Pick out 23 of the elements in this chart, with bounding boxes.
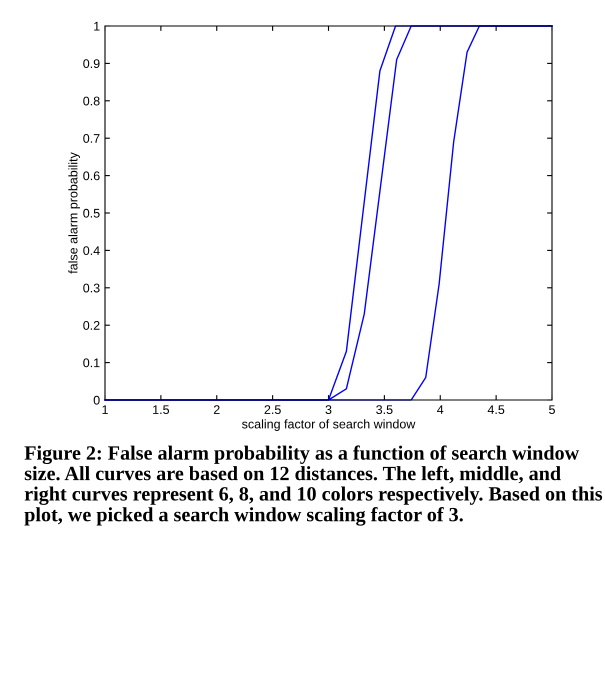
- x-tick-label: 1.5: [153, 405, 170, 414]
- y-tick-label: 0.7: [83, 134, 100, 143]
- y-tick-label: 0.5: [83, 208, 100, 218]
- y-tick-label: 0: [94, 396, 100, 405]
- y-tick-label: 0.1: [83, 358, 100, 368]
- x-tick-label: 3: [326, 405, 332, 414]
- y-tick-label: 0.4: [83, 246, 100, 256]
- y-tick-label: 0.6: [83, 171, 100, 180]
- x-tick-label: 2.5: [264, 405, 281, 414]
- x-tick-label: 1: [102, 405, 108, 414]
- y-tick-label: 1: [94, 22, 100, 31]
- x-tick-label: 2: [214, 405, 220, 414]
- y-tick-label: 0.9: [83, 59, 100, 68]
- y-tick-label: 0.2: [83, 321, 100, 330]
- x-tick-label: 4: [437, 405, 444, 414]
- caption: Figure 2: False alarm probability as a function of search window size. All curves are based on 12 distances. The left, middle, and right curves represent 6, 8, and 10 colors respectively. Based on this plot, we picked a search window scaling factor of 3.: [24, 445, 602, 526]
- x-tick-label: 3.5: [376, 405, 393, 414]
- y-axis-title: false alarm probability: [68, 152, 80, 274]
- y-tick-label: 0.3: [83, 284, 100, 292]
- x-axis-title: scaling factor of search window: [242, 419, 416, 431]
- y-tick-label: 0.8: [83, 96, 100, 106]
- x-tick-label: 5: [549, 405, 555, 414]
- x-tick-label: 4.5: [488, 405, 504, 414]
